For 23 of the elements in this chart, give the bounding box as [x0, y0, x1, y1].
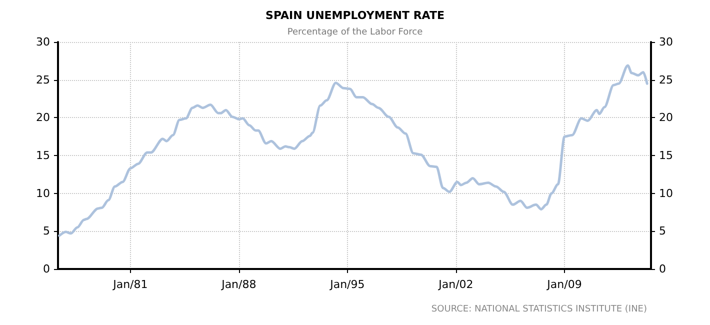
chart-title: SPAIN UNEMPLOYMENT RATE: [266, 9, 444, 22]
y-tick-label: 15: [36, 149, 50, 162]
y2-tick-label: 25: [659, 73, 673, 86]
chart-subtitle: Percentage of the Labor Force: [287, 28, 424, 38]
source-note: SOURCE: NATIONAL STATISTICS INSTITUTE (INE): [431, 304, 648, 314]
y-tick-label: 5: [43, 224, 50, 238]
x-tick-label: Jan/81: [112, 278, 148, 291]
y2-tick-label: 30: [659, 36, 673, 48]
y2-tick-label: 10: [659, 186, 673, 200]
y-tick-label: 25: [36, 73, 50, 86]
x-tick-label: Jan/88: [220, 278, 256, 291]
y-tick-label: 20: [36, 111, 50, 124]
y-tick-label: 10: [36, 186, 50, 200]
y-tick-label: 0: [43, 262, 50, 276]
y2-tick-label: 20: [659, 111, 673, 124]
y-tick-label: 30: [36, 36, 50, 48]
y2-tick-label: 15: [659, 149, 673, 162]
y2-tick-label: 5: [659, 224, 666, 238]
line-series: [58, 64, 648, 237]
x-tick-label: Jan/09: [546, 278, 582, 291]
x-tick-label: Jan/02: [438, 278, 474, 291]
x-tick-label: Jan/95: [329, 278, 365, 291]
y2-tick-label: 0: [659, 262, 666, 276]
